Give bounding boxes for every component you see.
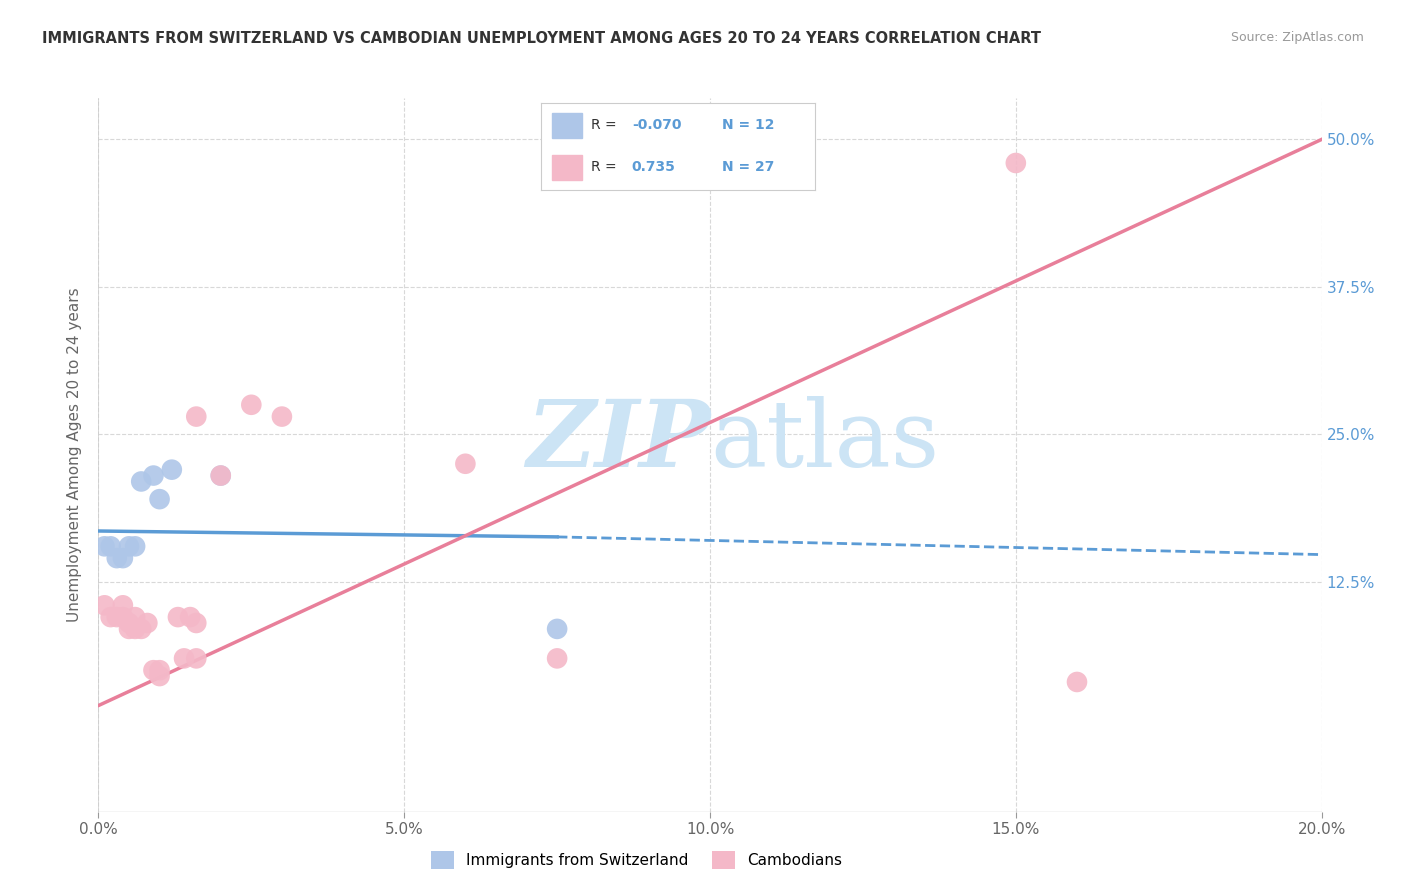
Point [240, 398, 263, 412]
Point [186, 615, 208, 630]
Point [100, 539, 122, 553]
Point [149, 663, 172, 677]
Point [186, 409, 208, 424]
Point [149, 669, 172, 683]
Point [105, 610, 128, 624]
Bar [553, 113, 582, 137]
Point [167, 610, 190, 624]
Legend: Immigrants from Switzerland, Cambodians: Immigrants from Switzerland, Cambodians [425, 845, 848, 875]
Point [93, 539, 115, 553]
Text: atlas: atlas [710, 396, 939, 485]
Point [179, 610, 201, 624]
Point [173, 651, 195, 665]
Point [93, 599, 115, 613]
Point [142, 468, 165, 483]
Point [546, 651, 568, 665]
Y-axis label: Unemployment Among Ages 20 to 24 years: Unemployment Among Ages 20 to 24 years [67, 287, 83, 623]
Point [124, 610, 146, 624]
Text: N = 12: N = 12 [723, 118, 775, 132]
Text: -0.070: -0.070 [631, 118, 682, 132]
Point [209, 468, 232, 483]
Text: ZIP: ZIP [526, 396, 710, 485]
Point [124, 539, 146, 553]
Point [105, 551, 128, 566]
Text: Source: ZipAtlas.com: Source: ZipAtlas.com [1230, 31, 1364, 45]
Point [100, 610, 122, 624]
Text: 0.735: 0.735 [631, 161, 676, 174]
Point [160, 463, 183, 477]
Point [270, 409, 292, 424]
Point [118, 615, 141, 630]
Point [136, 615, 159, 630]
Point [111, 599, 134, 613]
Text: R =: R = [591, 118, 620, 132]
Point [142, 663, 165, 677]
Point [186, 651, 208, 665]
Point [111, 551, 134, 566]
Point [118, 622, 141, 636]
Point [124, 622, 146, 636]
Point [111, 610, 134, 624]
Bar [553, 155, 582, 179]
Text: IMMIGRANTS FROM SWITZERLAND VS CAMBODIAN UNEMPLOYMENT AMONG AGES 20 TO 24 YEARS : IMMIGRANTS FROM SWITZERLAND VS CAMBODIAN… [42, 31, 1042, 46]
Point [129, 622, 152, 636]
Point [118, 539, 141, 553]
Point [1066, 675, 1088, 690]
Point [1004, 156, 1026, 170]
Text: N = 27: N = 27 [723, 161, 775, 174]
Point [454, 457, 477, 471]
Point [209, 468, 232, 483]
Point [149, 492, 172, 507]
Text: R =: R = [591, 161, 626, 174]
Point [129, 475, 152, 489]
Point [546, 622, 568, 636]
